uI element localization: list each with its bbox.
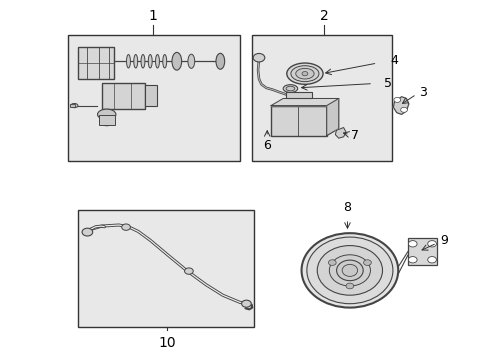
Ellipse shape — [290, 66, 318, 82]
Circle shape — [253, 54, 264, 62]
Text: 9: 9 — [439, 234, 447, 247]
Ellipse shape — [295, 68, 313, 79]
Bar — [70, 104, 75, 107]
Circle shape — [407, 240, 416, 247]
Bar — [145, 85, 157, 105]
Ellipse shape — [329, 255, 370, 286]
Circle shape — [82, 228, 93, 236]
Text: 5: 5 — [383, 77, 391, 90]
Circle shape — [346, 283, 353, 289]
Polygon shape — [270, 99, 338, 105]
Polygon shape — [335, 127, 346, 138]
Bar — [407, 238, 436, 265]
Ellipse shape — [317, 246, 382, 295]
Ellipse shape — [216, 53, 224, 69]
Circle shape — [328, 260, 335, 265]
Text: 6: 6 — [263, 139, 271, 152]
Ellipse shape — [155, 54, 159, 68]
Ellipse shape — [336, 260, 363, 281]
Text: 7: 7 — [350, 129, 358, 142]
Circle shape — [184, 268, 193, 274]
Ellipse shape — [283, 85, 297, 93]
Ellipse shape — [172, 53, 181, 70]
Circle shape — [427, 257, 435, 263]
Circle shape — [122, 224, 130, 230]
Bar — [68, 35, 239, 161]
Text: 10: 10 — [158, 336, 176, 350]
Ellipse shape — [301, 233, 397, 307]
Ellipse shape — [187, 54, 194, 68]
Bar — [78, 47, 114, 79]
Bar — [102, 82, 145, 109]
Circle shape — [241, 300, 251, 307]
Ellipse shape — [286, 63, 323, 84]
Circle shape — [400, 107, 407, 112]
Text: 2: 2 — [319, 9, 328, 23]
Bar — [270, 105, 326, 136]
Bar — [99, 115, 115, 125]
Circle shape — [302, 72, 307, 76]
Ellipse shape — [285, 86, 294, 91]
Ellipse shape — [141, 54, 144, 68]
Text: 3: 3 — [419, 86, 427, 99]
Ellipse shape — [342, 264, 357, 276]
Circle shape — [407, 257, 416, 263]
Bar — [285, 92, 311, 99]
Bar — [78, 210, 254, 327]
Text: 8: 8 — [343, 201, 351, 214]
Ellipse shape — [134, 54, 138, 68]
Ellipse shape — [163, 54, 166, 68]
Ellipse shape — [99, 117, 114, 126]
Text: 1: 1 — [148, 9, 157, 23]
Polygon shape — [326, 99, 338, 136]
Ellipse shape — [71, 103, 78, 108]
Ellipse shape — [126, 54, 130, 68]
Bar — [251, 35, 391, 161]
Ellipse shape — [306, 237, 392, 304]
Ellipse shape — [148, 54, 152, 68]
Circle shape — [393, 98, 400, 102]
Ellipse shape — [97, 109, 116, 120]
Polygon shape — [393, 97, 408, 114]
Text: 4: 4 — [389, 54, 398, 67]
Circle shape — [363, 260, 370, 265]
Circle shape — [427, 240, 435, 247]
